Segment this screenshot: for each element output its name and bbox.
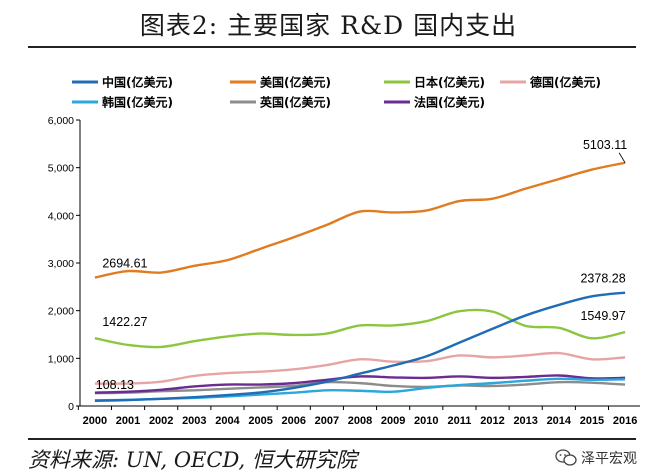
x-tick-label: 2014 xyxy=(547,415,572,427)
data-labels: 5103.11 2694.61 2378.28 1422.27 1549.97 108.1… xyxy=(96,138,627,392)
chart-title: 图表2: 主要国家 R&D 国内支出 xyxy=(139,11,518,40)
axes: 0 1,000 2,000 3,000 4,000 5,000 6,000 2000 2001 2… xyxy=(48,115,640,427)
y-tick-label: 6,000 xyxy=(48,115,74,127)
x-tick-label: 2008 xyxy=(348,415,372,427)
legend-label: 德国(亿美元) xyxy=(530,75,601,90)
x-tick-label: 2016 xyxy=(613,415,637,427)
watermark: 泽平宏观 xyxy=(555,448,637,468)
x-tick-label: 2010 xyxy=(414,415,438,427)
legend-label: 英国(亿美元) xyxy=(260,95,331,110)
label-leader xyxy=(618,152,626,163)
legend-label: 日本(亿美元) xyxy=(414,75,485,90)
x-tick-label: 2007 xyxy=(315,415,339,427)
x-tick-label: 2013 xyxy=(513,415,537,427)
data-label: 5103.11 xyxy=(583,138,627,152)
x-tick-label: 2006 xyxy=(281,415,305,427)
legend-label: 美国(亿美元) xyxy=(260,75,331,90)
legend-label: 韩国(亿美元) xyxy=(102,95,173,110)
line-chart: 中国(亿美元) 美国(亿美元) 日本(亿美元) 德国(亿美元) 韩国(亿美元) 英国(亿美… xyxy=(48,75,640,427)
title-rule xyxy=(28,46,636,48)
y-tick-label: 1,000 xyxy=(48,353,74,365)
x-tick-label: 2009 xyxy=(381,415,405,427)
series-line-2 xyxy=(94,308,626,349)
x-tick-label: 2005 xyxy=(248,415,272,427)
series-line-1 xyxy=(94,161,626,279)
legend-label: 法国(亿美元) xyxy=(414,95,485,110)
x-tick-label: 2011 xyxy=(447,415,471,427)
y-tick-label: 4,000 xyxy=(48,210,74,222)
wechat-icon xyxy=(555,449,577,466)
data-label: 1549.97 xyxy=(580,309,625,323)
legend: 中国(亿美元) 美国(亿美元) 日本(亿美元) 德国(亿美元) 韩国(亿美元) 英国(亿美… xyxy=(72,75,601,110)
series-line-0 xyxy=(94,291,626,403)
data-label: 2694.61 xyxy=(102,257,147,271)
series-group xyxy=(94,161,626,403)
y-tick-label: 5,000 xyxy=(48,163,74,175)
x-tick-label: 2012 xyxy=(480,415,504,427)
y-tick-label: 2,000 xyxy=(48,306,74,318)
data-label: 108.13 xyxy=(96,378,134,392)
footer-rule xyxy=(28,438,636,440)
source-note: 资料来源: UN, OECD, 恒大研究院 xyxy=(28,448,357,472)
y-tick-label: 0 xyxy=(68,401,74,413)
series-line-5 xyxy=(94,380,626,395)
data-label: 2378.28 xyxy=(580,272,625,286)
series-line-3 xyxy=(94,351,626,385)
x-tick-label: 2004 xyxy=(215,415,240,427)
data-label: 1422.27 xyxy=(102,315,147,329)
x-tick-label: 2003 xyxy=(182,415,206,427)
x-tick-label: 2001 xyxy=(116,415,140,427)
y-tick-label: 3,000 xyxy=(48,258,74,270)
x-tick-label: 2000 xyxy=(83,415,107,427)
x-tick-label: 2002 xyxy=(149,415,173,427)
series-line-6 xyxy=(94,374,626,394)
watermark-text: 泽平宏观 xyxy=(581,451,637,467)
x-tick-label: 2015 xyxy=(580,415,604,427)
legend-label: 中国(亿美元) xyxy=(102,75,173,90)
